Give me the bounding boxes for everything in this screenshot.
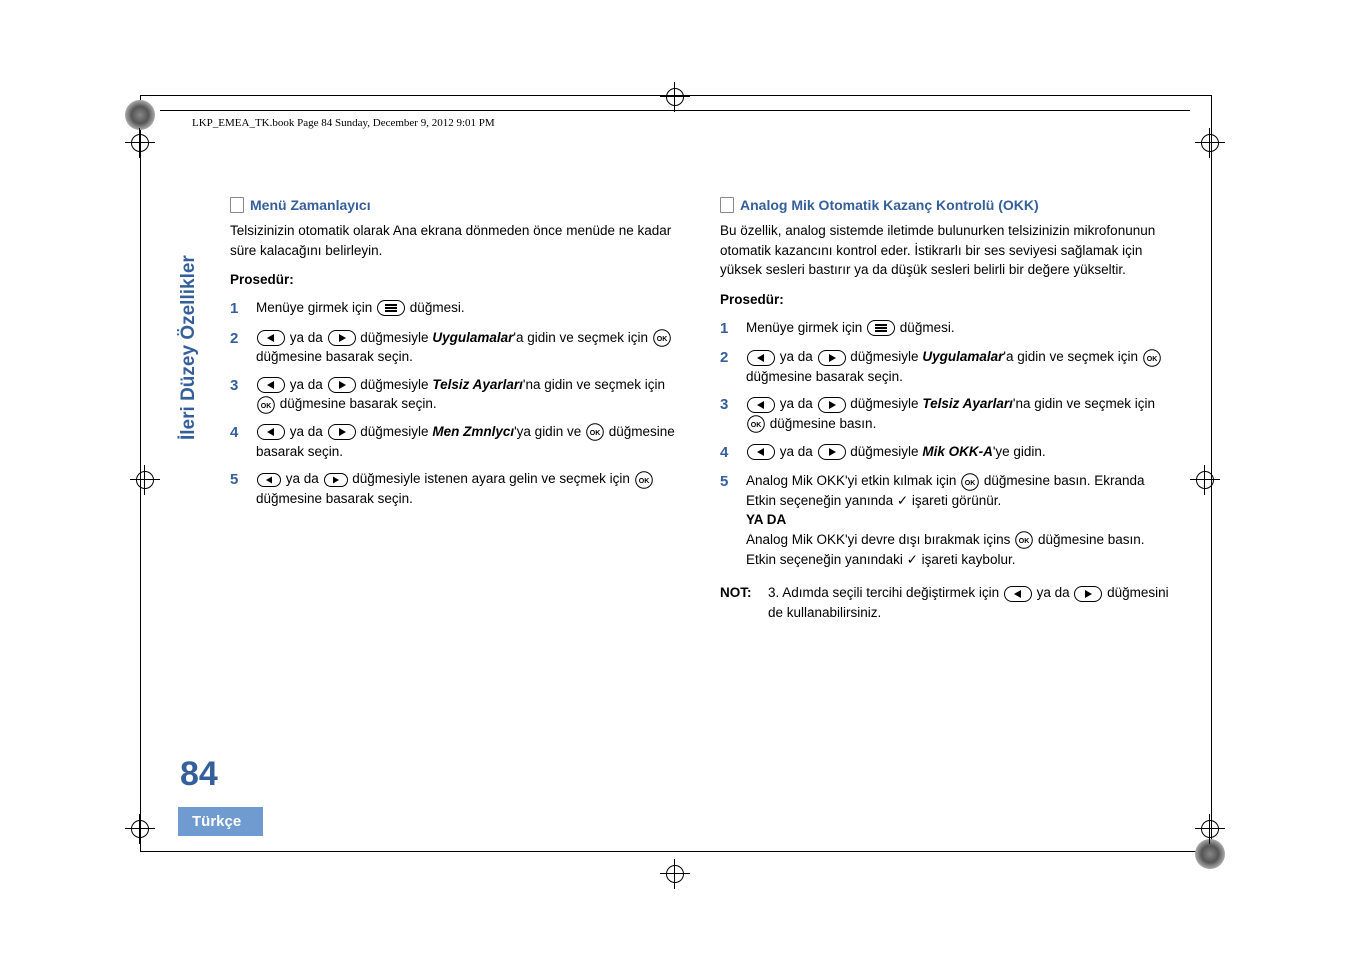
menu-button-icon [867,320,895,336]
right-arrow-icon [1074,586,1102,602]
note-body: 3. Adımda seçili tercihi değiştirmek içi… [768,583,1170,622]
left-step-4: ya da düğmesiyle Men Zmnlycı'ya gidin ve… [230,422,680,461]
right-procedure-label: Prosedür: [720,290,1170,310]
menu-button-icon [377,300,405,316]
left-steps: Menüye girmek için düğmesi. ya da düğmes… [230,298,680,508]
left-arrow-icon [257,424,285,440]
language-tab: Türkçe [178,807,263,836]
note-label: NOT: [720,583,768,622]
left-arrow-icon [747,350,775,366]
left-arrow-icon [257,377,285,393]
ok-button-icon [257,396,275,414]
right-arrow-icon [818,444,846,460]
ok-button-icon [653,329,671,347]
right-arrow-icon [818,397,846,413]
reg-mark-top [660,82,690,112]
left-arrow-icon [1004,586,1032,602]
content-area: Menü Zamanlayıcı Telsizinizin otomatik o… [230,195,1170,622]
left-procedure-label: Prosedür: [230,270,680,290]
left-arrow-icon [747,444,775,460]
right-steps: Menüye girmek için düğmesi. ya da düğmes… [720,318,1170,570]
ok-button-icon [961,473,979,491]
reg-mark-bottom [660,859,690,889]
right-arrow-icon [328,424,356,440]
crop-mark-bl [125,814,155,844]
right-section-title: Analog Mik Otomatik Kazanç Kontrolü (OKK… [720,195,1170,215]
crop-mark-tl [125,128,155,158]
right-step-1: Menüye girmek için düğmesi. [720,318,1170,340]
registration-starburst-tl [125,100,155,130]
right-step-3: ya da düğmesiyle Telsiz Ayarları'na gidi… [720,394,1170,433]
right-step-5: Analog Mik OKK'yi etkin kılmak için düğm… [720,471,1170,569]
page-number: 84 [180,755,218,794]
right-step-4: ya da düğmesiyle Mik OKK-A'ye gidin. [720,442,1170,464]
right-intro: Bu özellik, analog sistemde iletimde bul… [720,221,1170,280]
right-arrow-icon [324,473,348,487]
ok-button-icon [586,423,604,441]
left-section-title: Menü Zamanlayıcı [230,195,680,215]
reg-mark-left [130,465,160,495]
left-title-text: Menü Zamanlayıcı [250,195,371,215]
reg-mark-right [1190,465,1220,495]
crop-mark-br [1195,814,1225,844]
header-text: LKP_EMEA_TK.book Page 84 Sunday, Decembe… [192,117,495,129]
left-arrow-icon [747,397,775,413]
left-step-3: ya da düğmesiyle Telsiz Ayarları'na gidi… [230,375,680,414]
ok-button-icon [747,415,765,433]
left-arrow-icon [257,473,281,487]
ok-button-icon [1015,531,1033,549]
right-arrow-icon [818,350,846,366]
document-icon [720,197,734,213]
note: NOT: 3. Adımda seçili tercihi değiştirme… [720,583,1170,622]
ok-button-icon [1143,349,1161,367]
left-column: Menü Zamanlayıcı Telsizinizin otomatik o… [230,195,680,622]
right-column: Analog Mik Otomatik Kazanç Kontrolü (OKK… [720,195,1170,622]
crop-mark-tr [1195,128,1225,158]
side-label: İleri Düzey Özellikler [178,180,200,440]
right-arrow-icon [328,377,356,393]
left-arrow-icon [257,330,285,346]
ok-button-icon [635,471,653,489]
right-step-2: ya da düğmesiyle Uygulamalar'a gidin ve … [720,347,1170,386]
document-icon [230,197,244,213]
right-arrow-icon [328,330,356,346]
left-step-1: Menüye girmek için düğmesi. [230,298,680,320]
left-intro: Telsizinizin otomatik olarak Ana ekrana … [230,221,680,260]
left-step-2: ya da düğmesiyle Uygulamalar'a gidin ve … [230,328,680,367]
or-label: YA DA [746,512,786,527]
left-step-5: ya da düğmesiyle istenen ayara gelin ve … [230,469,680,508]
right-title-text: Analog Mik Otomatik Kazanç Kontrolü (OKK… [740,195,1039,215]
